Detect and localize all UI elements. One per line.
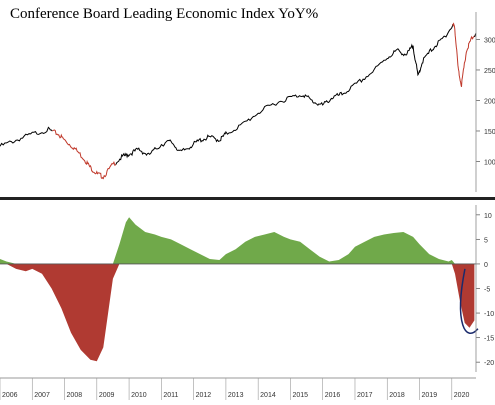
xtick-label-2011: 2011	[163, 392, 178, 399]
trough-annotation-curve	[459, 268, 479, 334]
xtick-label-2014: 2014	[260, 392, 276, 399]
xtick-label-2012: 2012	[196, 392, 212, 399]
bottom-ytick-label--5: -5	[484, 287, 490, 294]
bottom-ytick-label--20: -20	[484, 360, 494, 367]
xtick-label-2013: 2013	[228, 392, 244, 399]
xtick-label-2007: 2007	[34, 392, 50, 399]
xtick-label-2009: 2009	[99, 392, 115, 399]
xtick-label-2018: 2018	[389, 392, 405, 399]
top-ytick-label-200: 200	[484, 98, 495, 105]
panel-separator	[0, 197, 495, 200]
top-ytick-label-300: 300	[484, 37, 495, 44]
lei-positive-area	[0, 217, 475, 264]
xtick-label-2010: 2010	[131, 392, 147, 399]
index-line-segment-2	[115, 24, 454, 165]
xtick-label-2006: 2006	[2, 392, 18, 399]
bottom-ytick-label--10: -10	[484, 311, 494, 318]
xtick-label-2020: 2020	[454, 392, 470, 399]
xtick-label-2019: 2019	[422, 392, 438, 399]
xtick-label-2016: 2016	[325, 392, 341, 399]
xtick-label-2015: 2015	[292, 392, 308, 399]
top-ytick-label-100: 100	[484, 159, 495, 166]
bottom-ytick-label-10: 10	[484, 213, 492, 220]
top-ytick-label-250: 250	[484, 68, 495, 75]
top-ytick-label-150: 150	[484, 129, 495, 136]
bottom-ytick-label-0: 0	[484, 262, 488, 269]
chart-title: Conference Board Leading Economic Index …	[10, 6, 319, 22]
bottom-ytick-label--15: -15	[484, 336, 494, 343]
xtick-label-2017: 2017	[357, 392, 373, 399]
lei-negative-area	[0, 263, 475, 362]
index-line-segment-0	[0, 126, 53, 147]
index-line-segment-3	[452, 22, 475, 88]
xtick-label-2008: 2008	[67, 392, 83, 399]
bottom-ytick-label-5: 5	[484, 237, 488, 244]
index-line-segment-1	[52, 129, 117, 180]
